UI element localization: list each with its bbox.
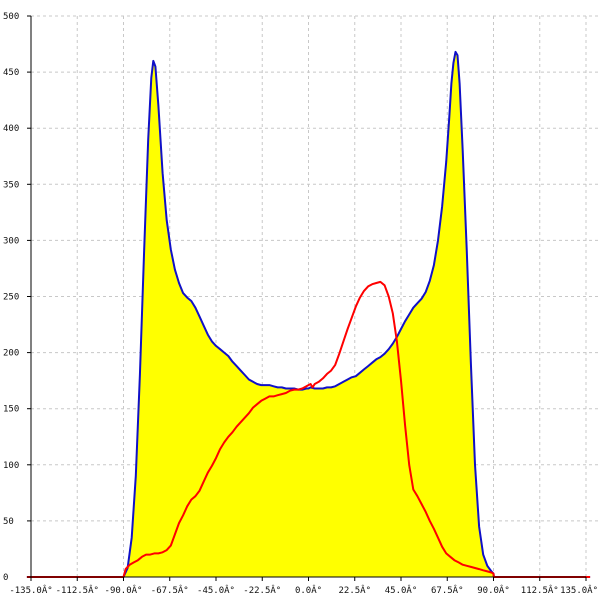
x-tick-label: 90.0Â° <box>477 584 510 596</box>
y-tick-label: 50 <box>3 517 14 527</box>
series-2-line <box>26 280 591 578</box>
x-tick-label: -67.5Â° <box>151 584 189 596</box>
x-tick-label: 0.0Â° <box>295 584 322 596</box>
y-tick-label: 350 <box>3 180 19 190</box>
y-tick-label: 200 <box>3 349 19 359</box>
x-tick-labels: -135.0Â° -112.5Â° -90.0Â° -67.5Â° -45.0Â° -22… <box>9 584 598 596</box>
y-tick-labels: 0 50 100 150 200 250 300 350 400 450 500 <box>3 12 19 583</box>
x-tick-label: -45.0Â° <box>197 584 235 596</box>
x-tick-label: -112.5Â° <box>56 584 99 596</box>
axes <box>27 15 587 581</box>
x-tick-label: 67.5Â° <box>431 584 464 596</box>
y-tick-label: 150 <box>3 405 19 415</box>
y-tick-label: 450 <box>3 68 19 78</box>
x-tick-label: -22.5Â° <box>243 584 281 596</box>
y-tick-label: 100 <box>3 461 19 471</box>
x-tick-label: 112.5Â° <box>521 584 559 596</box>
y-tick-label: 0 <box>3 573 8 583</box>
x-tick-label: -135.0Â° <box>9 584 52 596</box>
y-tick-label: 400 <box>3 124 19 134</box>
series-1-area <box>26 51 591 577</box>
series-layer <box>26 50 591 578</box>
y-tick-label: 300 <box>3 236 19 246</box>
y-tick-label: 250 <box>3 293 19 303</box>
x-tick-label: 135.0Â° <box>560 584 598 596</box>
x-tick-label: -90.0Â° <box>105 584 143 596</box>
x-tick-label: 22.5Â° <box>338 584 371 596</box>
y-tick-label: 500 <box>3 12 19 22</box>
x-tick-label: 45.0Â° <box>385 584 418 596</box>
